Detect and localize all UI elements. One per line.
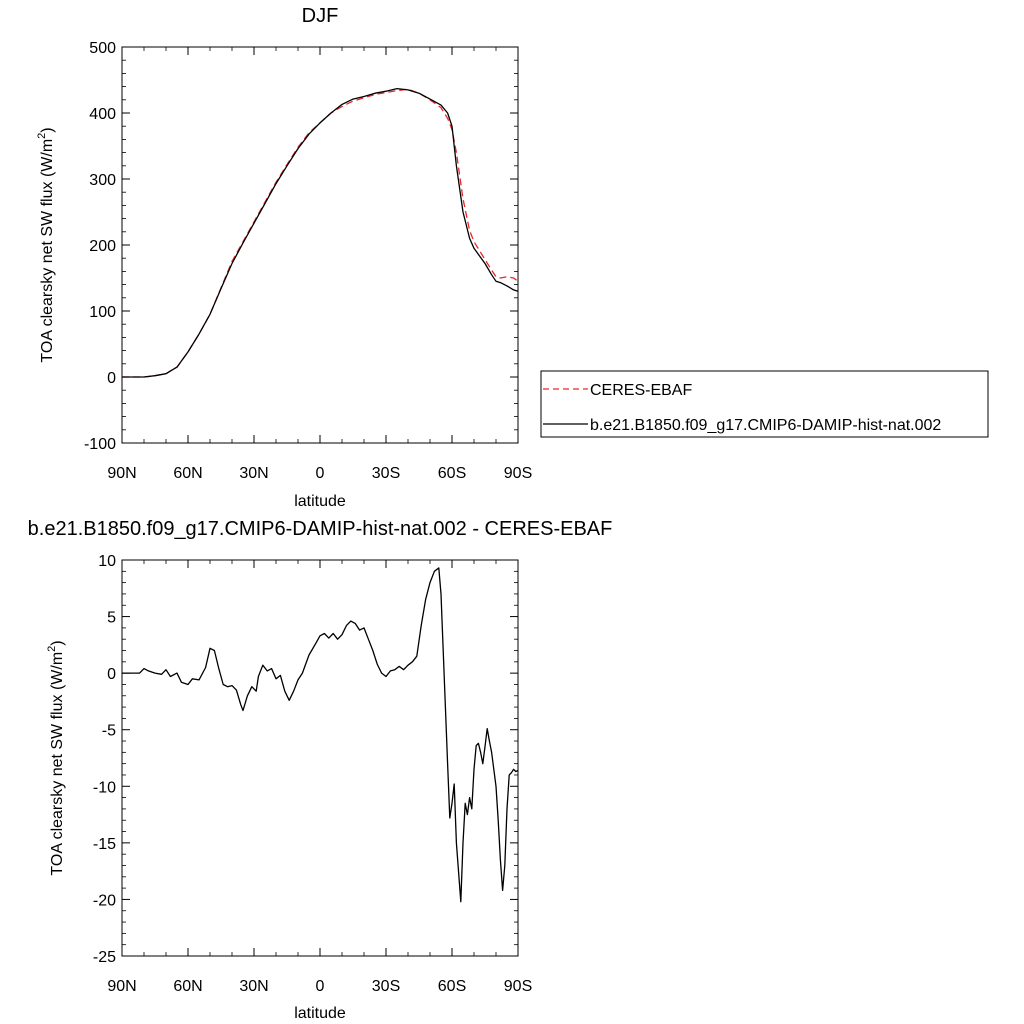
bottom-y-tick-label: -10	[93, 779, 116, 796]
bottom-chart-title: b.e21.B1850.f09_g17.CMIP6-DAMIP-hist-nat…	[28, 518, 613, 540]
bottom-y-tick-label: -15	[93, 836, 116, 853]
bottom-series-line-0	[122, 567, 519, 903]
legend: CERES-EBAF b.e21.B1850.f09_g17.CMIP6-DAM…	[540, 370, 989, 438]
top-chart-title: DJF	[302, 5, 339, 27]
bottom-panel: b.e21.B1850.f09_g17.CMIP6-DAMIP-hist-nat…	[28, 518, 613, 1022]
top-y-tick-label: 0	[107, 370, 116, 387]
bottom-x-tick-label: 60S	[438, 978, 466, 995]
top-y-tick-label: 300	[89, 172, 116, 189]
top-y-tick-label: 500	[89, 40, 116, 57]
bottom-x-tick-label: 30N	[239, 978, 268, 995]
bottom-y-axis-label-superscript: 2	[46, 646, 58, 652]
top-y-tick-label: 400	[89, 106, 116, 123]
top-y-axis-label-main: TOA clearsky net SW flux (W/m	[39, 139, 56, 363]
bottom-y-axis-label-main: TOA clearsky net SW flux (W/m	[49, 652, 66, 876]
top-x-axis-label: latitude	[294, 493, 346, 510]
bottom-x-axis-label: latitude	[294, 1005, 346, 1022]
bottom-x-tick-label: 30S	[372, 978, 400, 995]
top-y-axis-label: TOA clearsky net SW flux (W/m2)	[36, 127, 56, 362]
top-x-tick-label: 60N	[173, 465, 202, 482]
top-x-tick-label: 60S	[438, 465, 466, 482]
bottom-x-tick-label: 90S	[504, 978, 532, 995]
bottom-y-tick-label: 10	[98, 553, 116, 570]
bottom-series-group	[122, 567, 519, 903]
top-y-tick-label: 100	[89, 304, 116, 321]
top-y-tick-label: -100	[84, 436, 116, 453]
legend-label-ceres-ebaf: CERES-EBAF	[590, 382, 692, 399]
top-x-axis: 90N 60N 30N 0 30S 60S 90S	[107, 47, 532, 482]
top-x-tick-label: 30N	[239, 465, 268, 482]
bottom-y-tick-label: 5	[107, 610, 116, 627]
bottom-y-axis-label-close: )	[49, 640, 66, 645]
top-plot-frame	[121, 46, 519, 444]
bottom-y-tick-label: 0	[107, 666, 116, 683]
top-panel: DJF -100 0 100 200 300 400 500 90N 60N 30N 0 30S 60…	[36, 5, 989, 510]
legend-box	[540, 370, 989, 438]
bottom-x-tick-label: 0	[316, 978, 325, 995]
bottom-x-tick-label: 60N	[173, 978, 202, 995]
top-x-tick-label: 30S	[372, 465, 400, 482]
legend-label-model: b.e21.B1850.f09_g17.CMIP6-DAMIP-hist-nat…	[590, 417, 941, 434]
top-x-tick-label: 90S	[504, 465, 532, 482]
top-y-axis: -100 0 100 200 300 400 500	[84, 40, 518, 453]
bottom-y-axis-label: TOA clearsky net SW flux (W/m2)	[46, 640, 66, 875]
top-series-line-1	[122, 87, 519, 378]
bottom-plot-frame	[121, 559, 519, 957]
bottom-y-tick-label: -20	[93, 892, 116, 909]
top-y-tick-label: 200	[89, 238, 116, 255]
bottom-x-axis: 90N 60N 30N 0 30S 60S 90S	[107, 560, 532, 995]
top-x-tick-label: 0	[316, 465, 325, 482]
bottom-y-axis: -25 -20 -15 -10 -5 0 5 10	[93, 553, 518, 966]
bottom-y-tick-label: -25	[93, 949, 116, 966]
top-y-axis-label-close: )	[39, 127, 56, 132]
top-x-tick-label: 90N	[107, 465, 136, 482]
top-y-axis-label-superscript: 2	[36, 133, 48, 139]
bottom-y-tick-label: -5	[102, 723, 116, 740]
top-series-line-0	[122, 88, 519, 378]
top-series-group	[122, 87, 519, 378]
bottom-x-tick-label: 90N	[107, 978, 136, 995]
